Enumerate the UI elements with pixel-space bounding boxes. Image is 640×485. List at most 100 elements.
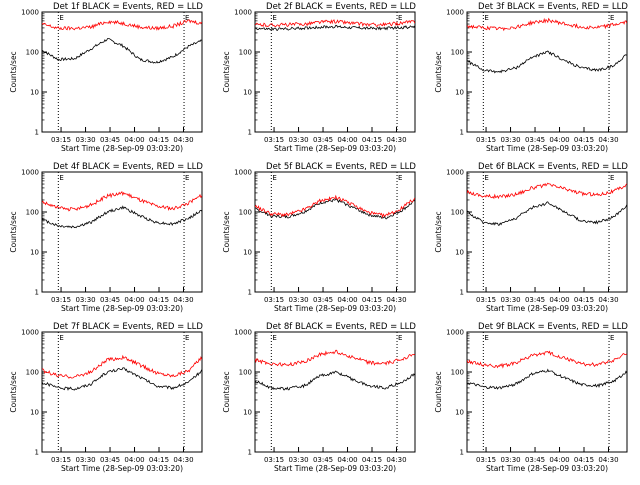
panel-title: Det 6f BLACK = Events, RED = LLD <box>478 162 628 172</box>
detector-panel: Det 8f BLACK = Events, RED = LLD 1 10 100 10… <box>222 322 416 473</box>
y-tick-label: 10 <box>243 249 252 257</box>
x-tick-label: 04:15 <box>362 296 382 304</box>
panel-title: Det 1f BLACK = Events, RED = LLD <box>53 2 203 12</box>
events-series-line <box>467 368 627 390</box>
panel-title: Det 4f BLACK = Events, RED = LLD <box>53 162 203 172</box>
y-axis-label: Counts/sec <box>222 51 231 92</box>
x-tick-label: 04:15 <box>574 136 594 144</box>
x-tick-label: 04:00 <box>549 296 569 304</box>
plot-frame <box>466 171 628 293</box>
y-tick-label: 1 <box>35 129 39 137</box>
x-tick-label: 03:45 <box>100 136 120 144</box>
y-tick-label: 100 <box>451 49 464 57</box>
y-tick-label: 1 <box>460 289 464 297</box>
x-tick-label: 03:30 <box>75 296 95 304</box>
y-tick-label: 100 <box>239 49 252 57</box>
panel-title: Det 5f BLACK = Events, RED = LLD <box>266 162 416 172</box>
x-tick-label: 04:30 <box>598 136 618 144</box>
x-tick-label: 04:30 <box>598 296 618 304</box>
y-tick-label: 10 <box>455 89 464 97</box>
y-tick-label: 1 <box>460 129 464 137</box>
x-tick-label: 04:00 <box>337 456 357 464</box>
x-tick-label: 04:00 <box>124 456 144 464</box>
x-axis-label: Start Time (28-Sep-09 03:03:20) <box>486 144 608 153</box>
x-tick-label: 03:30 <box>75 136 95 144</box>
x-tick-label: 03:30 <box>500 296 520 304</box>
x-tick-label: 03:15 <box>476 136 496 144</box>
y-tick-label: 1 <box>248 449 252 457</box>
y-tick-label: 100 <box>26 49 39 57</box>
y-axis-label: Counts/sec <box>434 211 443 252</box>
lld-series-line <box>42 19 202 31</box>
x-tick-label: 04:00 <box>124 136 144 144</box>
x-tick-label: 03:45 <box>313 296 333 304</box>
y-tick-label: 1000 <box>21 169 39 177</box>
plot-frame <box>254 331 416 453</box>
x-tick-label: 04:15 <box>149 456 169 464</box>
detector-panel: Det 5f BLACK = Events, RED = LLD 1 10 100 10… <box>222 162 416 313</box>
event-marker-label: E <box>610 14 614 22</box>
y-tick-label: 1 <box>35 289 39 297</box>
x-axis-label: Start Time (28-Sep-09 03:03:20) <box>486 304 608 313</box>
y-tick-label: 1 <box>460 449 464 457</box>
plot-frame <box>466 11 628 133</box>
y-tick-label: 1000 <box>234 169 252 177</box>
lld-series-line <box>255 194 415 219</box>
x-axis-label: Start Time (28-Sep-09 03:03:20) <box>61 304 183 313</box>
y-axis-label: Counts/sec <box>222 371 231 412</box>
event-marker-label: E <box>484 334 488 342</box>
events-series-line <box>255 24 415 31</box>
detector-panel: Det 3f BLACK = Events, RED = LLD 1 10 100 10… <box>434 2 628 153</box>
x-tick-label: 03:45 <box>525 296 545 304</box>
event-marker-label: E <box>272 14 276 22</box>
event-marker-label: E <box>185 174 189 182</box>
x-tick-label: 03:45 <box>525 136 545 144</box>
events-series-line <box>255 198 415 220</box>
x-tick-label: 03:30 <box>288 136 308 144</box>
y-tick-label: 10 <box>30 89 39 97</box>
events-series-line <box>42 367 202 391</box>
x-tick-label: 04:30 <box>386 456 406 464</box>
plot-frame <box>466 331 628 453</box>
x-tick-label: 04:00 <box>549 456 569 464</box>
x-tick-label: 03:45 <box>100 296 120 304</box>
y-tick-label: 1 <box>35 449 39 457</box>
x-axis-label: Start Time (28-Sep-09 03:03:20) <box>274 304 396 313</box>
x-axis-label: Start Time (28-Sep-09 03:03:20) <box>61 144 183 153</box>
plot-frame <box>41 171 203 293</box>
x-axis-label: Start Time (28-Sep-09 03:03:20) <box>274 464 396 473</box>
y-tick-label: 1000 <box>446 9 464 17</box>
y-axis-label: Counts/sec <box>9 211 18 252</box>
lld-series-line <box>42 354 202 379</box>
y-tick-label: 10 <box>30 249 39 257</box>
detector-panel: Det 9f BLACK = Events, RED = LLD 1 10 100 10… <box>434 322 628 473</box>
x-tick-label: 04:15 <box>149 136 169 144</box>
x-tick-label: 04:15 <box>362 456 382 464</box>
x-tick-label: 04:30 <box>173 296 193 304</box>
y-tick-label: 1000 <box>21 9 39 17</box>
events-series-line <box>42 38 202 64</box>
lld-series-line <box>255 349 415 367</box>
event-marker-label: E <box>59 334 63 342</box>
x-tick-label: 03:15 <box>51 136 71 144</box>
x-tick-label: 04:00 <box>549 136 569 144</box>
y-axis-label: Counts/sec <box>434 371 443 412</box>
event-marker-label: E <box>398 14 402 22</box>
event-marker-label: E <box>398 334 402 342</box>
x-tick-label: 04:30 <box>173 456 193 464</box>
x-tick-label: 03:30 <box>500 456 520 464</box>
events-series-line <box>467 50 627 74</box>
x-tick-label: 04:00 <box>124 296 144 304</box>
x-tick-label: 03:45 <box>525 456 545 464</box>
y-axis-label: Counts/sec <box>9 371 18 412</box>
y-tick-label: 10 <box>30 409 39 417</box>
events-series-line <box>42 205 202 229</box>
x-tick-label: 03:15 <box>264 456 284 464</box>
detector-panel: Det 7f BLACK = Events, RED = LLD 1 10 100 10… <box>9 322 203 473</box>
y-tick-label: 100 <box>451 209 464 217</box>
y-tick-label: 10 <box>243 89 252 97</box>
y-tick-label: 10 <box>455 409 464 417</box>
detector-panel: Det 1f BLACK = Events, RED = LLD 1 10 100 10… <box>9 2 203 153</box>
x-tick-label: 04:30 <box>173 136 193 144</box>
y-axis-label: Counts/sec <box>222 211 231 252</box>
